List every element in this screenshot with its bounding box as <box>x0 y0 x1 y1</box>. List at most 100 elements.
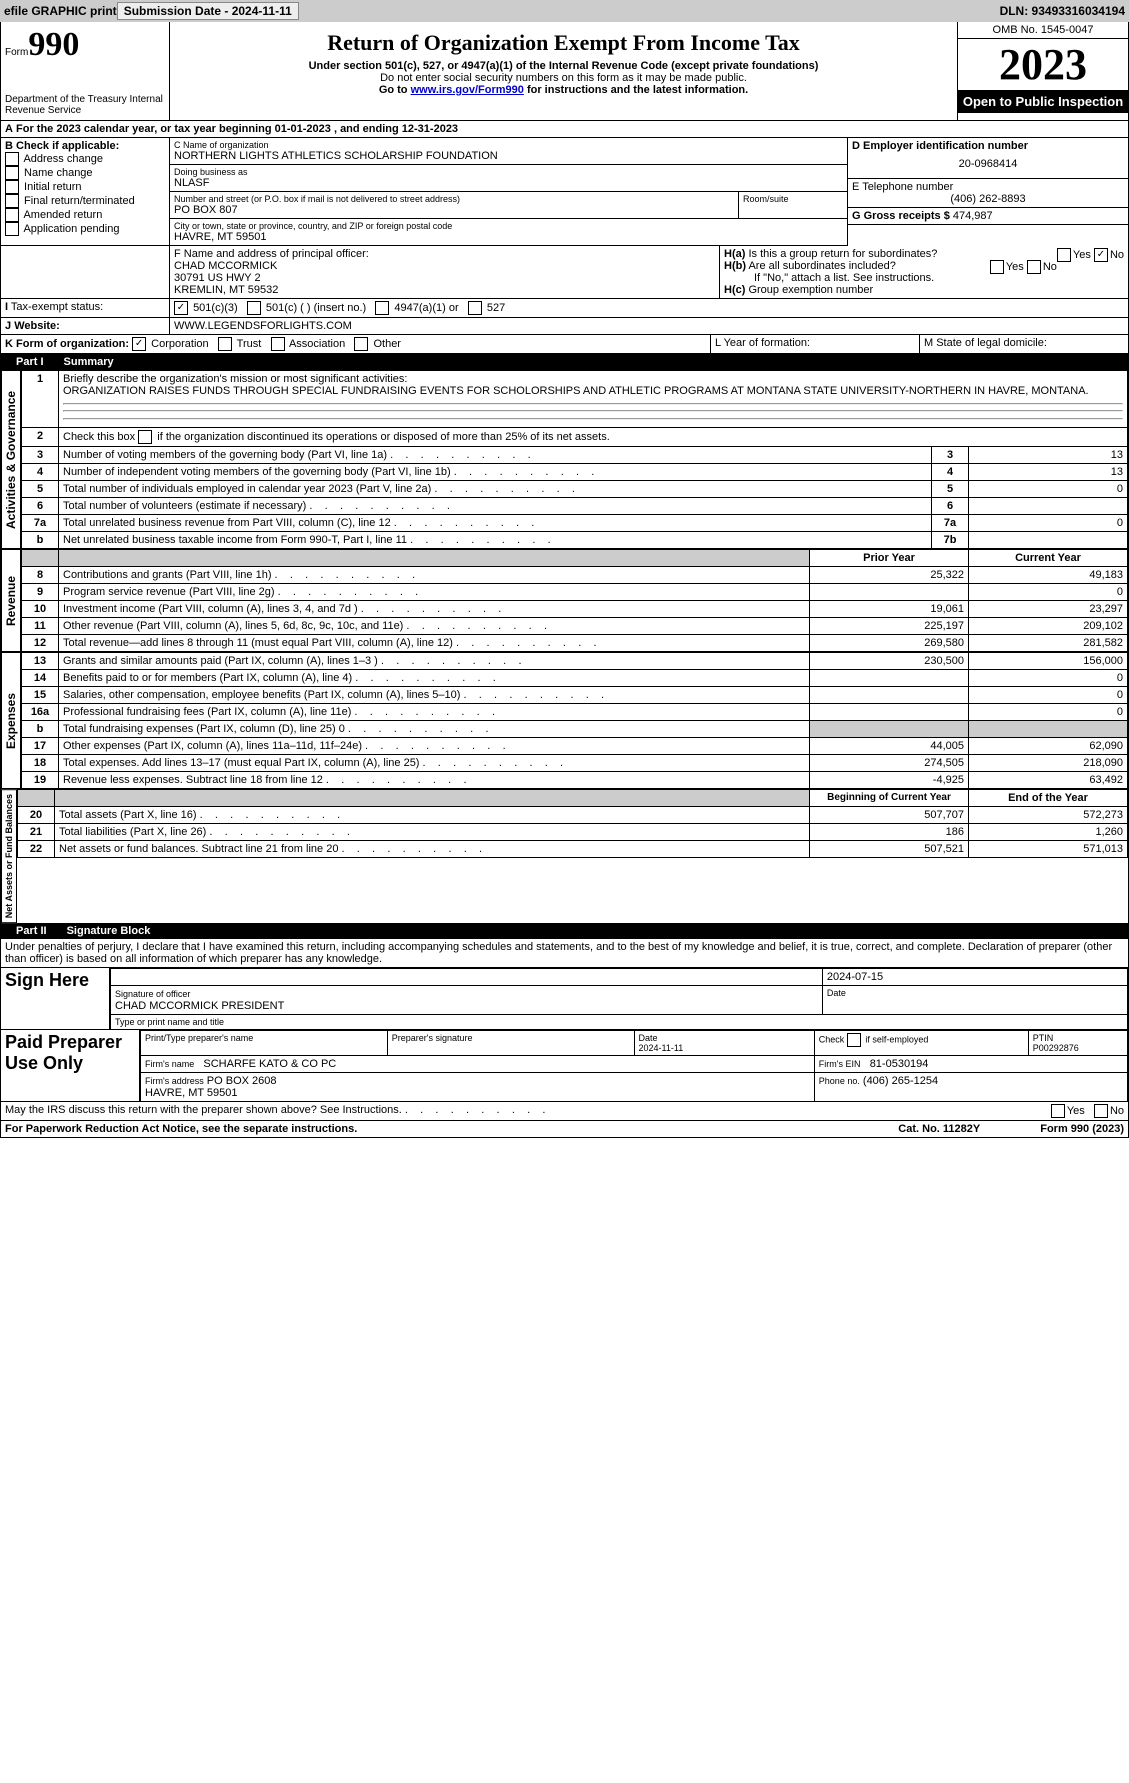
data-row: 15Salaries, other compensation, employee… <box>22 687 1128 704</box>
data-row: 11Other revenue (Part VIII, column (A), … <box>22 618 1128 635</box>
city-value: HAVRE, MT 59501 <box>174 231 843 243</box>
data-row: 20Total assets (Part X, line 16)507,7075… <box>18 807 1128 824</box>
k-opt-check[interactable] <box>271 337 285 351</box>
dba-value: NLASF <box>174 177 843 189</box>
side-governance: Activities & Governance <box>1 370 21 549</box>
side-net: Net Assets or Fund Balances <box>1 789 17 923</box>
title-label: Type or print name and title <box>111 1015 1128 1030</box>
discuss-yes[interactable] <box>1051 1104 1065 1118</box>
data-row: 18Total expenses. Add lines 13–17 (must … <box>22 755 1128 772</box>
title-box: Return of Organization Exempt From Incom… <box>170 22 957 120</box>
summary-row: bNet unrelated business taxable income f… <box>22 532 1128 549</box>
f-label: F Name and address of principal officer: <box>174 248 715 260</box>
summary-row: 5Total number of individuals employed in… <box>22 481 1128 498</box>
street-label: Number and street (or P.O. box if mail i… <box>174 194 734 204</box>
form-ref: Form 990 (2023) <box>1040 1123 1124 1135</box>
k-opt-check[interactable] <box>354 337 368 351</box>
status-row: I Tax-exempt status: ✓ 501(c)(3) 501(c) … <box>0 299 1129 318</box>
privacy-note: Do not enter social security numbers on … <box>174 72 953 84</box>
sign-block: Sign Here 2024-07-15 Signature of office… <box>0 968 1129 1030</box>
sign-here-label: Sign Here <box>1 968 110 1030</box>
part2-label: Part II <box>6 925 57 937</box>
q1-label: Briefly describe the organization's miss… <box>63 373 407 385</box>
period-row: A For the 2023 calendar year, or tax yea… <box>0 121 1129 138</box>
b-option: Address change <box>5 152 165 166</box>
officer-street: 30791 US HWY 2 <box>174 272 715 284</box>
firm-ein: 81-0530194 <box>870 1058 929 1070</box>
c-name-label: C Name of organization <box>174 140 843 150</box>
ha-yes[interactable] <box>1057 248 1071 262</box>
b-option: Initial return <box>5 180 165 194</box>
side-revenue: Revenue <box>1 549 21 652</box>
i-501c[interactable] <box>247 301 261 315</box>
prep-date: 2024-11-11 <box>639 1043 684 1053</box>
data-row: 16aProfessional fundraising fees (Part I… <box>22 704 1128 721</box>
summary-row: 4Number of independent voting members of… <box>22 464 1128 481</box>
b-opt-check[interactable] <box>5 166 19 180</box>
data-row: 10Investment income (Part VIII, column (… <box>22 601 1128 618</box>
instructions-link[interactable]: www.irs.gov/Form990 <box>411 84 524 96</box>
i-527[interactable] <box>468 301 482 315</box>
k-opt-check[interactable]: ✓ <box>132 337 146 351</box>
b-option: Amended return <box>5 208 165 222</box>
paid-label: Paid Preparer Use Only <box>1 1030 140 1102</box>
submission-btn[interactable]: Submission Date - 2024-11-11 <box>117 2 299 20</box>
paperwork-notice: For Paperwork Reduction Act Notice, see … <box>5 1123 357 1135</box>
summary-row: 7aTotal unrelated business revenue from … <box>22 515 1128 532</box>
revenue-block: Revenue Prior Year Current Year 8Contrib… <box>0 549 1129 652</box>
prior-year-hdr: Prior Year <box>810 550 969 567</box>
top-bar: efile GRAPHIC print Submission Date - 20… <box>0 0 1129 22</box>
instructions-line: Go to www.irs.gov/Form990 for instructio… <box>174 84 953 96</box>
b-option: Final return/terminated <box>5 194 165 208</box>
paid-block: Paid Preparer Use Only Print/Type prepar… <box>0 1030 1129 1102</box>
website-row: J Website: WWW.LEGENDSFORLIGHTS.COM <box>0 318 1129 335</box>
expenses-block: Expenses 13Grants and similar amounts pa… <box>0 652 1129 789</box>
sig-label: Signature of officer <box>115 989 190 999</box>
data-row: 14Benefits paid to or for members (Part … <box>22 670 1128 687</box>
d-label: D Employer identification number <box>852 140 1124 152</box>
j-label: Website: <box>14 320 60 332</box>
part1-header: Part I Summary <box>0 354 1129 370</box>
dept-label: Department of the Treasury Internal Reve… <box>5 94 165 116</box>
b-label: B Check if applicable: <box>5 140 165 152</box>
i-501c3[interactable]: ✓ <box>174 301 188 315</box>
b-opt-check[interactable] <box>5 194 19 208</box>
b-opt-check[interactable] <box>5 180 19 194</box>
efile-label: efile GRAPHIC print <box>4 4 117 18</box>
subtitle: Under section 501(c), 527, or 4947(a)(1)… <box>174 60 953 72</box>
form-number: 990 <box>28 26 79 63</box>
l-label: L Year of formation: <box>711 335 920 354</box>
website-value: WWW.LEGENDSFORLIGHTS.COM <box>170 318 1128 335</box>
data-row: 9Program service revenue (Part VIII, lin… <box>22 584 1128 601</box>
hb-yes[interactable] <box>990 260 1004 274</box>
entity-block: B Check if applicable: Address change Na… <box>0 138 1129 246</box>
ha-no[interactable]: ✓ <box>1094 248 1108 262</box>
data-row: 19Revenue less expenses. Subtract line 1… <box>22 772 1128 789</box>
officer-city: KREMLIN, MT 59532 <box>174 284 715 296</box>
prep-sig-label: Preparer's signature <box>387 1031 634 1056</box>
b-opt-check[interactable] <box>5 208 19 222</box>
org-name: NORTHERN LIGHTS ATHLETICS SCHOLARSHIP FO… <box>174 150 843 162</box>
discuss-text: May the IRS discuss this return with the… <box>5 1104 545 1116</box>
officer-block: F Name and address of principal officer:… <box>0 246 1129 299</box>
officer-name: CHAD MCCORMICK <box>174 260 715 272</box>
print-label: Print/Type preparer's name <box>141 1031 388 1056</box>
part2-title: Signature Block <box>67 925 151 937</box>
dba-label: Doing business as <box>174 167 843 177</box>
discuss-no[interactable] <box>1094 1104 1108 1118</box>
q2-check[interactable] <box>138 430 152 444</box>
b-opt-check[interactable] <box>5 222 19 236</box>
phone-value: (406) 262-8893 <box>852 193 1124 205</box>
ha-label: Is this a group return for subordinates? <box>748 248 937 260</box>
self-emp-check[interactable] <box>847 1033 861 1047</box>
k-opt-check[interactable] <box>218 337 232 351</box>
sign-date: 2024-07-15 <box>822 969 1127 986</box>
b-opt-check[interactable] <box>5 152 19 166</box>
m-label: M State of legal domicile: <box>920 335 1128 354</box>
firm-addr: PO BOX 2608 <box>207 1075 277 1087</box>
firm-city: HAVRE, MT 59501 <box>145 1087 238 1099</box>
hb-no[interactable] <box>1027 260 1041 274</box>
i-4947[interactable] <box>375 301 389 315</box>
tax-year: 2023 <box>958 39 1128 90</box>
period-begin: For the 2023 calendar year, or tax year … <box>16 123 331 135</box>
